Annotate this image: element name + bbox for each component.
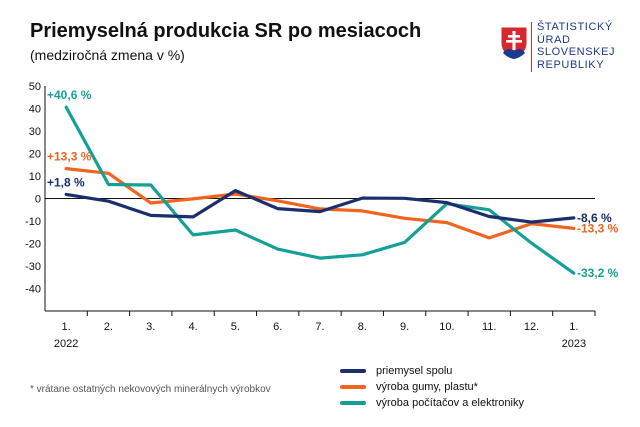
slovak-coat-of-arms-icon <box>500 26 528 60</box>
y-tick-label: 0 <box>35 194 41 206</box>
logo-line-2: ÚRAD <box>537 33 571 46</box>
series-group <box>64 105 576 275</box>
start-value-label-pocitace: +40,6 % <box>47 88 92 102</box>
legend-swatch-pocitace <box>340 401 366 405</box>
x-tick-label: 3. <box>146 321 155 333</box>
x-tick-label: 7. <box>315 321 324 333</box>
y-tick-label: -40 <box>25 284 41 296</box>
x-tick-label: 1. <box>62 321 71 333</box>
legend-label-guma: výroba gumy, plastu* <box>376 381 478 393</box>
y-tick-label: -20 <box>25 239 41 251</box>
y-axis-group: 50 40 30 20 10 0 -10 -20 -30 -40 <box>25 81 46 311</box>
logo-line-3: SLOVENSKEJ <box>537 46 616 58</box>
y-tick-label: 30 <box>29 126 41 138</box>
y-tick-label: 20 <box>29 149 41 161</box>
end-value-label-guma: -13,3 % <box>577 221 619 235</box>
value-labels-group: +1,8 % -8,6 % +13,3 % -13,3 % +40,6 % -33,2 % <box>47 88 619 280</box>
footnote: * vrátane ostatných nekovových minerálny… <box>30 384 271 395</box>
legend-swatch-priemysel <box>340 369 366 373</box>
x-tick-label: 11. <box>482 321 496 333</box>
x-tick-label: 2. <box>104 321 113 333</box>
statistical-office-logo: ŠTATISTICKÝ ÚRAD SLOVENSKEJ REPUBLIKY <box>500 20 630 80</box>
legend-swatch-guma <box>340 385 366 389</box>
legend-label-priemysel: priemysel spolu <box>376 365 453 377</box>
start-value-label-priemysel: +1,8 % <box>47 175 85 189</box>
start-value-label-guma: +13,3 % <box>47 150 92 164</box>
logo-line-1: ŠTATISTICKÝ <box>537 21 613 33</box>
x-tick-label: 10. <box>439 321 454 333</box>
series-line-pocitace <box>64 105 576 275</box>
y-tick-label: 40 <box>29 104 41 116</box>
y-tick-label: 50 <box>29 81 41 93</box>
legend-item-guma: výroba gumy, plastu* <box>340 379 524 395</box>
logo-text: ŠTATISTICKÝ ÚRAD SLOVENSKEJ REPUBLIKY <box>537 21 615 71</box>
end-value-label-priemysel: -8,6 % <box>577 211 612 225</box>
x-year-label: 2022 <box>54 338 78 350</box>
x-tick-label: 4. <box>188 321 197 333</box>
x-tick-label: 1. <box>569 321 578 333</box>
x-axis-group: 1. 2. 3. 4. 5. 6. 7. 8. 9. 10. 11. 12. 1. 2022 2023 <box>45 198 596 350</box>
y-tick-label: 10 <box>29 171 41 183</box>
series-line-priemysel <box>64 189 576 224</box>
series-line-guma <box>64 167 576 240</box>
end-value-label-pocitace: -33,2 % <box>577 266 619 280</box>
x-tick-label: 5. <box>231 321 240 333</box>
logo-line-4: REPUBLIKY <box>537 58 605 71</box>
x-year-label: 2023 <box>562 338 586 350</box>
chart-title: Priemyselná produkcia SR po mesiacoch <box>30 20 422 42</box>
logo-divider <box>531 22 532 72</box>
x-tick-label: 8. <box>358 321 367 333</box>
legend-item-priemysel: priemysel spolu <box>340 363 524 379</box>
legend-label-pocitace: výroba počítačov a elektroniky <box>376 397 524 409</box>
legend-item-pocitace: výroba počítačov a elektroniky <box>340 395 524 411</box>
x-tick-label: 6. <box>273 321 282 333</box>
x-tick-label: 12. <box>524 321 539 333</box>
y-tick-label: -30 <box>25 261 41 273</box>
chart-subtitle: (medziročná zmena v %) <box>30 47 185 63</box>
y-tick-label: -10 <box>25 216 41 228</box>
legend: priemysel spolu výroba gumy, plastu* výr… <box>340 363 524 411</box>
x-tick-label: 9. <box>400 321 409 333</box>
